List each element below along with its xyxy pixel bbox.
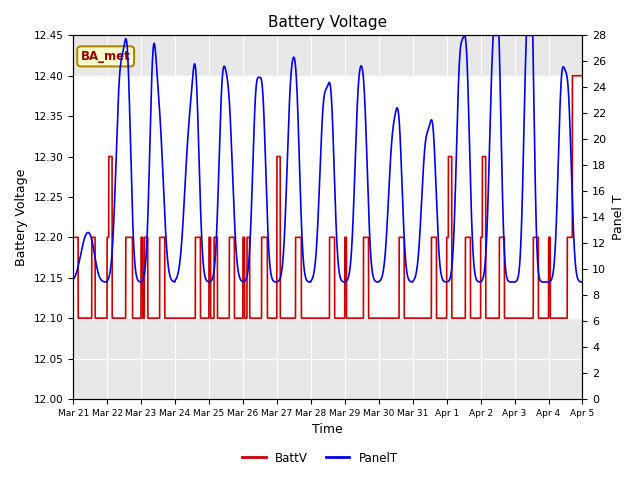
Bar [73, 76, 582, 318]
X-axis label: Time: Time [312, 423, 343, 436]
Title: Battery Voltage: Battery Voltage [268, 15, 387, 30]
Text: BA_met: BA_met [81, 50, 131, 63]
Y-axis label: Panel T: Panel T [612, 194, 625, 240]
Y-axis label: Battery Voltage: Battery Voltage [15, 168, 28, 266]
Legend: BattV, PanelT: BattV, PanelT [237, 447, 403, 469]
